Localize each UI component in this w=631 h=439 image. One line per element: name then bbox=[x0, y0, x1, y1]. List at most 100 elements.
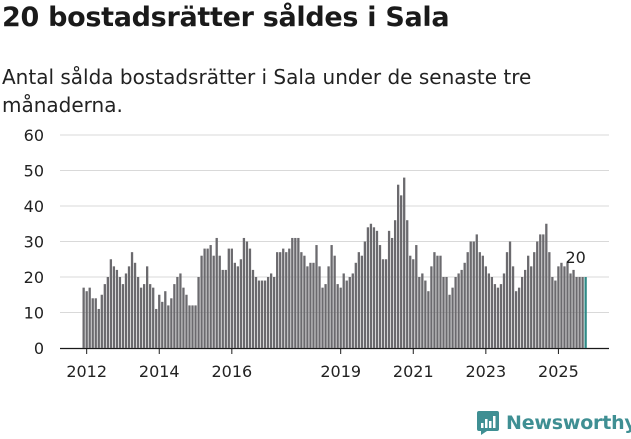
bar bbox=[146, 266, 149, 348]
bar bbox=[581, 277, 584, 348]
bar bbox=[300, 252, 303, 348]
x-tick-label: 2021 bbox=[393, 362, 434, 381]
bar bbox=[554, 280, 557, 348]
bar bbox=[472, 241, 475, 348]
bar bbox=[384, 259, 388, 348]
bar bbox=[312, 262, 315, 348]
bar bbox=[478, 252, 481, 348]
bar bbox=[415, 245, 418, 348]
bar bbox=[578, 277, 581, 348]
bar bbox=[381, 259, 385, 348]
bar bbox=[418, 277, 421, 348]
bar bbox=[191, 305, 194, 348]
bar bbox=[369, 223, 373, 348]
bar bbox=[224, 269, 227, 348]
bar bbox=[499, 284, 503, 348]
bar bbox=[457, 273, 460, 348]
bar bbox=[133, 262, 137, 348]
bar bbox=[142, 284, 146, 348]
x-tick-label: 2025 bbox=[538, 362, 579, 381]
bar bbox=[170, 298, 173, 348]
bar bbox=[393, 220, 397, 348]
bar bbox=[524, 269, 527, 348]
x-tick-label: 2023 bbox=[465, 362, 506, 381]
bar bbox=[203, 248, 206, 348]
bar bbox=[520, 277, 524, 348]
bar bbox=[390, 237, 394, 348]
brand-name: Newsworthy bbox=[506, 412, 631, 434]
bar bbox=[527, 255, 530, 348]
y-tick-label: 40 bbox=[24, 197, 44, 216]
bar bbox=[212, 255, 215, 348]
bar bbox=[324, 284, 327, 348]
bar bbox=[514, 291, 518, 348]
bar bbox=[566, 262, 569, 348]
x-tick-label: 2019 bbox=[320, 362, 361, 381]
bar bbox=[230, 248, 233, 348]
bar bbox=[200, 255, 203, 348]
bar bbox=[493, 284, 497, 348]
bar bbox=[260, 280, 264, 348]
bar bbox=[339, 287, 342, 348]
newsworthy-icon bbox=[477, 411, 499, 435]
bar bbox=[481, 255, 484, 348]
bar bbox=[161, 301, 164, 348]
bar bbox=[333, 255, 336, 348]
bar bbox=[197, 277, 200, 348]
bar bbox=[511, 266, 515, 348]
bar bbox=[297, 237, 300, 348]
bar bbox=[560, 262, 563, 348]
bar bbox=[436, 255, 439, 348]
bar bbox=[306, 266, 309, 348]
x-tick-label: 2012 bbox=[66, 362, 107, 381]
bar bbox=[130, 252, 134, 348]
bar bbox=[167, 305, 170, 348]
bar bbox=[396, 184, 400, 348]
bar bbox=[484, 266, 487, 348]
bar bbox=[227, 248, 230, 348]
bar bbox=[460, 269, 463, 348]
bar bbox=[403, 177, 406, 348]
bar bbox=[327, 266, 330, 348]
bar bbox=[257, 280, 261, 348]
bar bbox=[517, 287, 521, 348]
bar bbox=[502, 273, 506, 348]
bar bbox=[82, 287, 85, 348]
bar bbox=[118, 277, 122, 348]
bar bbox=[254, 277, 258, 348]
page-subtitle: Antal sålda bostadsrätter i Sala under d… bbox=[2, 65, 532, 117]
bar bbox=[342, 273, 345, 348]
bar bbox=[285, 252, 288, 348]
bar bbox=[451, 287, 454, 348]
bar bbox=[360, 255, 364, 348]
y-tick-label: 20 bbox=[24, 268, 44, 287]
bar bbox=[336, 284, 339, 348]
newsworthy-logo: Newsworthy bbox=[476, 408, 631, 438]
bar bbox=[109, 259, 113, 348]
bar bbox=[218, 255, 221, 348]
x-tick-label: 2014 bbox=[139, 362, 180, 381]
y-tick-label: 10 bbox=[24, 304, 44, 323]
bar bbox=[315, 245, 318, 348]
bar bbox=[348, 277, 351, 348]
bar bbox=[291, 237, 294, 348]
bar bbox=[173, 284, 176, 348]
bar bbox=[303, 255, 306, 348]
bar bbox=[433, 252, 436, 348]
bar bbox=[536, 241, 539, 348]
bar bbox=[103, 284, 106, 348]
y-tick-label: 0 bbox=[34, 339, 44, 358]
bar-latest bbox=[584, 277, 587, 348]
bar bbox=[288, 248, 291, 348]
bar bbox=[469, 241, 472, 348]
bar bbox=[430, 266, 433, 348]
bar bbox=[539, 234, 542, 348]
bar bbox=[387, 230, 391, 348]
bar bbox=[276, 252, 279, 348]
bar bbox=[575, 277, 578, 348]
bar bbox=[424, 280, 427, 348]
bar bbox=[85, 291, 88, 348]
bar bbox=[466, 252, 469, 348]
bar bbox=[294, 237, 297, 348]
bar bbox=[400, 195, 403, 348]
